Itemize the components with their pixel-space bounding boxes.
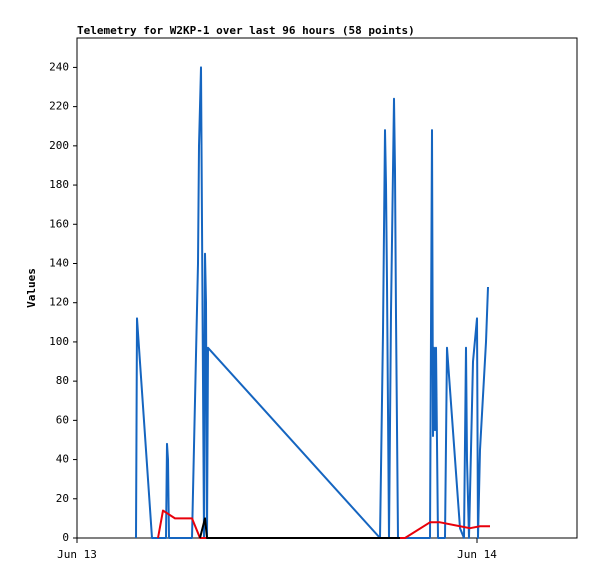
y-tick-label: 0 xyxy=(62,531,69,544)
y-tick-label: 120 xyxy=(49,296,69,309)
plot-frame xyxy=(76,37,578,539)
series-line xyxy=(199,517,400,539)
x-tick-label: Jun 13 xyxy=(57,548,97,561)
y-tick-label: 60 xyxy=(56,413,69,426)
y-axis-label: Values xyxy=(25,268,38,308)
chart-title: Telemetry for W2KP-1 over last 96 hours … xyxy=(77,24,415,37)
series-line xyxy=(135,66,489,539)
y-tick-label: 80 xyxy=(56,374,69,387)
y-tick-label: 140 xyxy=(49,256,69,269)
series-line xyxy=(157,509,490,539)
y-tick-label: 200 xyxy=(49,139,69,152)
y-tick-label: 40 xyxy=(56,453,69,466)
y-tick-label: 160 xyxy=(49,217,69,230)
y-tick-label: 220 xyxy=(49,100,69,113)
y-tick-label: 20 xyxy=(56,492,69,505)
y-tick-label: 100 xyxy=(49,335,69,348)
y-tick-label: 180 xyxy=(49,178,69,191)
y-tick-label: 240 xyxy=(49,60,69,73)
x-tick-label: Jun 14 xyxy=(457,548,497,561)
